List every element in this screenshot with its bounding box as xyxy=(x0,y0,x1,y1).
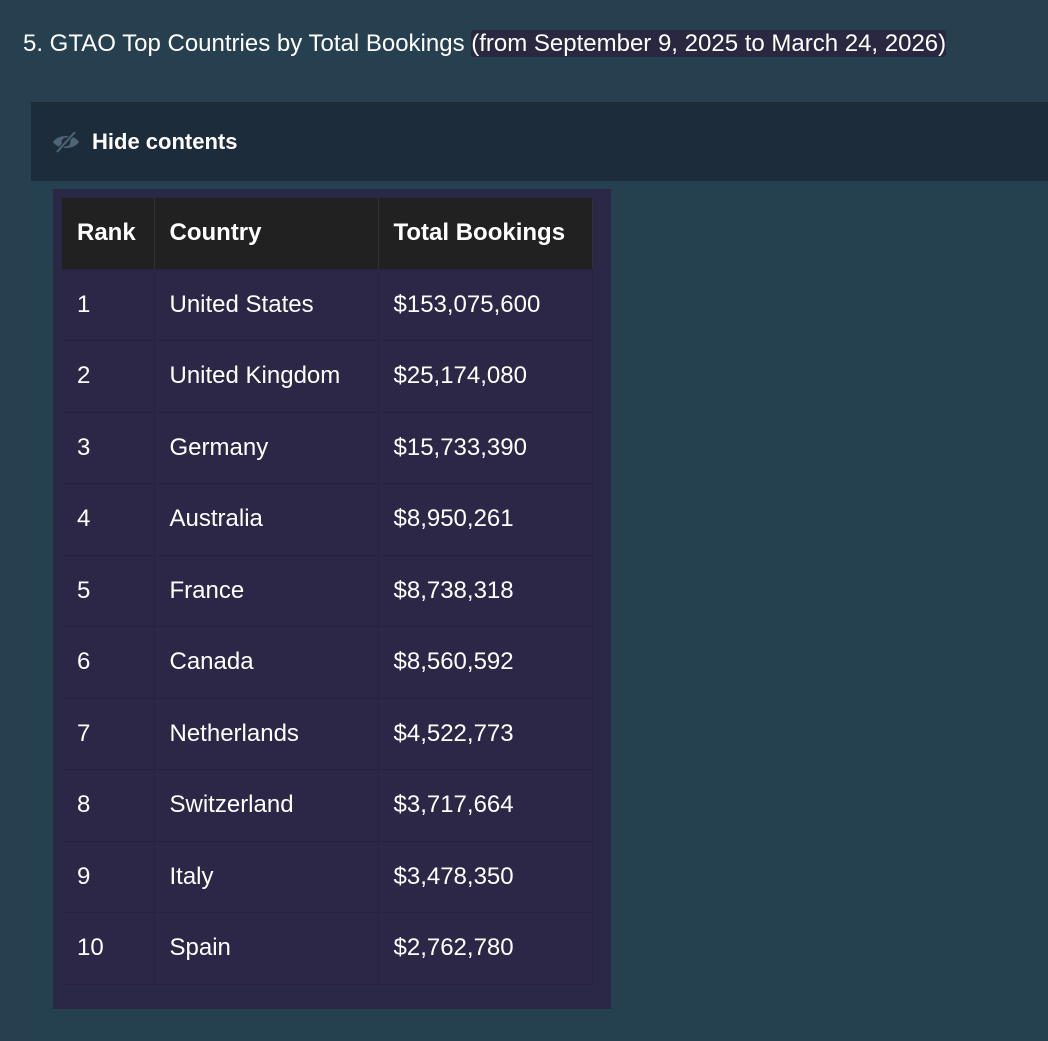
country-cell: Germany xyxy=(154,412,379,484)
rank-cell: 8 xyxy=(62,769,155,842)
country-cell: United Kingdom xyxy=(154,340,379,413)
country-cell: Canada xyxy=(154,626,379,699)
rank-cell: 5 xyxy=(62,555,155,627)
column-header-total-bookings: Total Bookings xyxy=(378,198,593,270)
rank-cell: 9 xyxy=(62,841,155,913)
heading-date-range: (from September 9, 2025 to March 24, 202… xyxy=(471,30,947,57)
table-row: 10 Spain $2,762,780 xyxy=(62,912,593,985)
table-header-row: Rank Country Total Bookings xyxy=(62,198,593,270)
bookings-cell: $4,522,773 xyxy=(378,698,593,770)
table-row: 3 Germany $15,733,390 xyxy=(62,412,593,484)
column-header-country: Country xyxy=(154,198,379,270)
country-cell: Italy xyxy=(154,841,379,913)
hide-contents-label: Hide contents xyxy=(92,129,238,154)
rank-cell: 3 xyxy=(62,412,155,484)
table-image-frame: Rank Country Total Bookings 1 United Sta… xyxy=(53,189,611,1009)
bookings-cell: $15,733,390 xyxy=(378,412,593,484)
country-cell: Netherlands xyxy=(154,698,379,770)
table-row: 5 France $8,738,318 xyxy=(62,555,593,627)
country-cell: Australia xyxy=(154,483,379,556)
table-row: 1 United States $153,075,600 xyxy=(62,269,593,341)
country-cell: United States xyxy=(154,269,379,341)
heading-prefix: 5. GTAO Top Countries by Total Bookings xyxy=(23,30,472,57)
bookings-cell: $2,762,780 xyxy=(378,912,593,985)
post-heading: 5. GTAO Top Countries by Total Bookings … xyxy=(23,28,947,60)
bookings-cell: $8,738,318 xyxy=(378,555,593,627)
rank-cell: 10 xyxy=(62,912,155,985)
country-cell: Spain xyxy=(154,912,379,985)
eye-slash-icon xyxy=(53,130,79,154)
rank-cell: 2 xyxy=(62,340,155,413)
rank-cell: 4 xyxy=(62,483,155,556)
country-cell: Switzerland xyxy=(154,769,379,842)
spoiler-block: Hide contents Rank Country Total Booking… xyxy=(31,102,1048,1041)
table-row: 7 Netherlands $4,522,773 xyxy=(62,698,593,770)
table-row: 6 Canada $8,560,592 xyxy=(62,626,593,699)
table-row: 4 Australia $8,950,261 xyxy=(62,483,593,556)
column-header-rank: Rank xyxy=(62,198,155,270)
table-row: 8 Switzerland $3,717,664 xyxy=(62,769,593,842)
top-countries-table: Rank Country Total Bookings 1 United Sta… xyxy=(62,198,593,985)
bookings-cell: $3,717,664 xyxy=(378,769,593,842)
table-row: 2 United Kingdom $25,174,080 xyxy=(62,340,593,413)
rank-cell: 6 xyxy=(62,626,155,699)
country-cell: France xyxy=(154,555,379,627)
bookings-cell: $25,174,080 xyxy=(378,340,593,413)
bookings-cell: $8,560,592 xyxy=(378,626,593,699)
hide-contents-toggle[interactable]: Hide contents xyxy=(31,102,1048,181)
bookings-cell: $3,478,350 xyxy=(378,841,593,913)
table-row: 9 Italy $3,478,350 xyxy=(62,841,593,913)
bookings-cell: $153,075,600 xyxy=(378,269,593,341)
bookings-cell: $8,950,261 xyxy=(378,483,593,556)
rank-cell: 7 xyxy=(62,698,155,770)
rank-cell: 1 xyxy=(62,269,155,341)
